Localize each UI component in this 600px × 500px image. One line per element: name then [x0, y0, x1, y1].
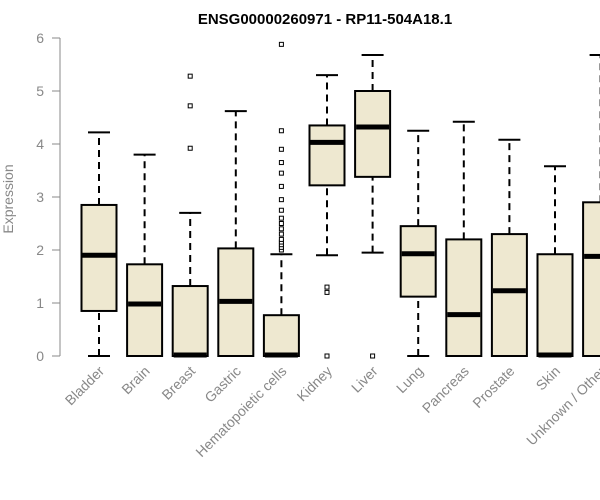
- x-category-label: Kidney: [294, 363, 336, 405]
- y-tick-label: 4: [36, 136, 44, 152]
- x-category-label: Lung: [393, 363, 426, 396]
- outlier-point: [278, 221, 284, 226]
- y-tick-label: 6: [36, 30, 44, 46]
- outlier-point: [278, 41, 284, 47]
- box-9: [490, 138, 528, 358]
- box-body: [126, 263, 164, 357]
- box-6: [354, 53, 392, 359]
- outlier-point: [278, 231, 284, 237]
- x-category-label: Skin: [533, 363, 564, 394]
- box-body: [80, 203, 118, 312]
- y-tick-label: 3: [36, 189, 44, 205]
- x-category-label: Bladder: [62, 363, 108, 409]
- outlier-point: [278, 226, 284, 232]
- box-3: [217, 110, 255, 357]
- y-tick-label: 5: [36, 83, 44, 99]
- box-body: [308, 124, 346, 187]
- x-category-label: Brain: [118, 363, 152, 397]
- outlier-point: [278, 128, 284, 134]
- box-body: [399, 225, 437, 298]
- box-0: [80, 131, 118, 357]
- boxes-group: [80, 41, 600, 359]
- x-category-label: Liver: [348, 363, 381, 396]
- y-tick-label: 2: [36, 242, 44, 258]
- outlier-point: [278, 146, 284, 152]
- outlier-point: [187, 103, 193, 109]
- x-category-label: Pancreas: [419, 363, 472, 416]
- box-body: [445, 238, 483, 357]
- box-body: [262, 314, 300, 358]
- outlier-point: [278, 160, 284, 166]
- box-8: [445, 120, 483, 357]
- box-2: [171, 73, 209, 358]
- x-category-label: Gastric: [201, 363, 244, 406]
- x-category-label: Breast: [158, 363, 198, 403]
- y-tick-label: 1: [36, 295, 44, 311]
- outlier-point: [278, 215, 284, 221]
- chart-title: ENSG00000260971 - RP11-504A18.1: [198, 11, 452, 28]
- box-body: [354, 90, 392, 178]
- box-body: [171, 285, 209, 358]
- box-11: [582, 53, 600, 357]
- box-10: [536, 165, 574, 358]
- outlier-point: [278, 183, 284, 189]
- outlier-point: [187, 73, 193, 79]
- outlier-point: [278, 236, 284, 242]
- outlier-point: [370, 353, 376, 359]
- box-7: [399, 129, 437, 357]
- box-1: [126, 153, 164, 357]
- outlier-point: [324, 284, 330, 290]
- box-body: [490, 233, 528, 358]
- box-4: [262, 41, 300, 358]
- outlier-point: [324, 353, 330, 359]
- outlier-point: [278, 207, 284, 213]
- outlier-point: [278, 197, 284, 203]
- outlier-point: [187, 145, 193, 151]
- box-5: [308, 74, 346, 359]
- box-body: [582, 201, 600, 357]
- x-category-label: Prostate: [469, 363, 517, 411]
- y-axis-label: Expression: [0, 164, 16, 233]
- outlier-point: [324, 289, 330, 295]
- y-axis: 0 1 2 3 4 5 6: [36, 30, 61, 364]
- y-tick-label: 0: [36, 348, 44, 364]
- outlier-point: [278, 170, 284, 176]
- box-body: [536, 253, 574, 358]
- x-category-label: Hematopoietic cells: [192, 363, 289, 460]
